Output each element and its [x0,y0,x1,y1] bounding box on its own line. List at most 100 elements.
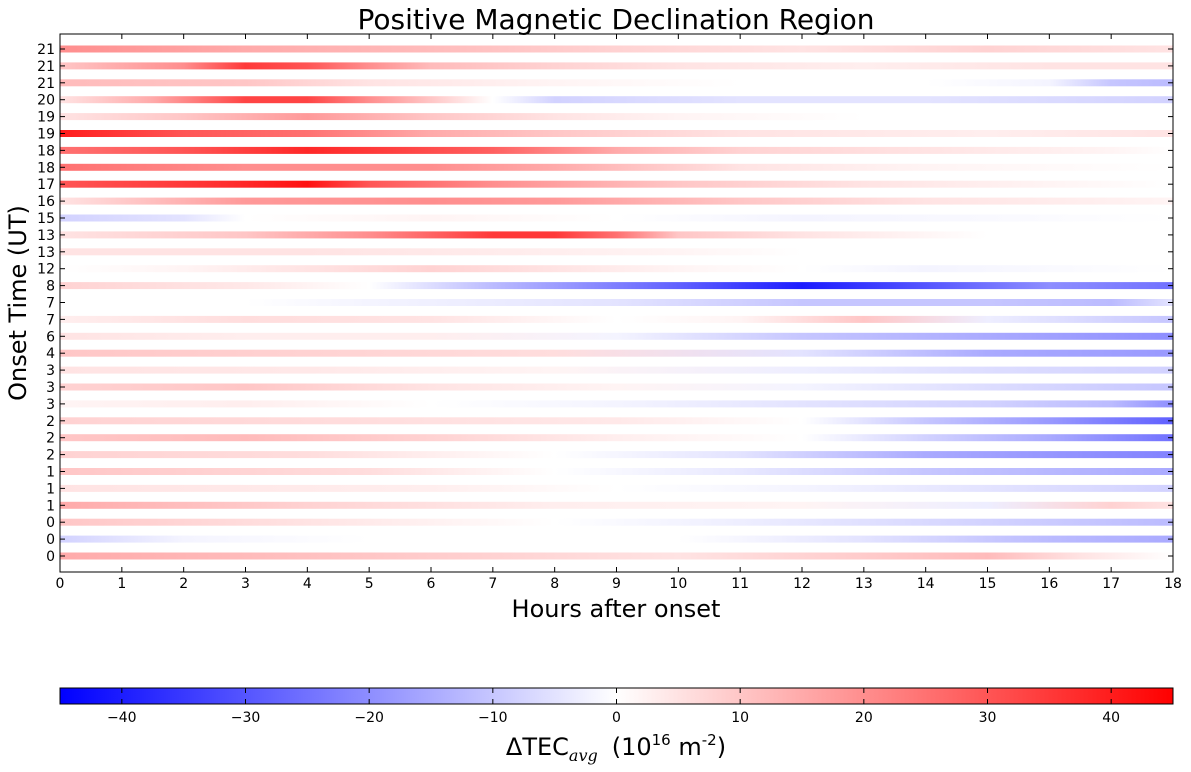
y-tick-label: 21 [37,59,55,75]
x-tick-label: 11 [731,576,749,592]
heatmap-row [60,434,1173,442]
y-tick-label: 19 [37,110,55,126]
heatmap-row [60,400,1173,408]
heatmap-row [60,451,1173,459]
colorbar-tick-label: 20 [855,710,873,726]
heatmap-row [60,417,1173,425]
heatmap-row [60,366,1173,374]
heatmap-row [60,518,1173,526]
colorbar-tick-label: −30 [231,710,261,726]
colorbar-label: ΔTECavg (1016 m-2) [506,731,726,765]
y-tick-label: 7 [46,312,55,328]
x-tick-label: 9 [612,576,621,592]
x-tick-label: 8 [550,576,559,592]
y-tick-label: 3 [46,380,55,396]
heatmap-row [60,383,1173,391]
y-tick-label: 12 [37,262,55,278]
heatmap-row [60,146,1173,154]
x-tick-label: 12 [793,576,811,592]
heatmap-row [60,468,1173,475]
y-tick-label: 3 [46,363,55,379]
y-tick-label: 15 [37,211,55,227]
colorbar-tick-label: 0 [612,710,621,726]
y-tick-label: 7 [46,296,55,312]
x-tick-label: 2 [179,576,188,592]
x-tick-label: 3 [241,576,250,592]
colorbar-label-units-exp: 16 [652,731,671,749]
y-tick-label: 19 [37,127,55,143]
y-tick-label: 0 [46,515,55,531]
y-tick-label: 2 [46,431,55,447]
y-tick-label: 16 [37,194,55,210]
chart-title: Positive Magnetic Declination Region [358,3,875,36]
x-tick-label: 5 [365,576,374,592]
heatmap-row [60,45,1173,53]
y-tick-label: 21 [37,76,55,92]
colorbar-tick-label: 40 [1102,710,1120,726]
heatmap-row [60,484,1173,492]
colorbar-label-units-mid: m [671,733,702,761]
colorbar-tick-label: −10 [478,710,508,726]
heatmap-row [60,231,1173,239]
heatmap-row [60,501,1173,509]
y-tick-label: 0 [46,532,55,548]
colorbar-label-prefix: ΔTEC [506,733,569,761]
heatmap-row [60,315,1173,323]
y-tick-label: 18 [37,143,55,159]
x-tick-label: 13 [855,576,873,592]
y-tick-label: 2 [46,448,55,464]
heatmap-row [60,163,1173,171]
heatmap-row [60,248,1173,256]
x-tick-label: 10 [669,576,687,592]
colorbar-label-units-prefix: (10 [612,733,652,761]
x-tick-label: 0 [56,576,65,592]
y-axis-label: Onset Time (UT) [4,205,32,401]
x-tick-label: 16 [1040,576,1058,592]
heatmap-row [60,214,1173,222]
heatmap-row [60,197,1173,205]
y-tick-label: 4 [46,346,55,362]
y-tick-label: 1 [46,481,55,497]
x-tick-label: 4 [303,576,312,592]
colorbar-tick-label: 30 [979,710,997,726]
y-tick-label: 21 [37,42,55,58]
colorbar-tick-label: −20 [354,710,384,726]
y-tick-label: 20 [37,93,55,109]
x-tick-label: 7 [488,576,497,592]
x-tick-label: 18 [1164,576,1182,592]
y-tick-label: 17 [37,177,55,193]
heatmap-row [60,282,1173,290]
heatmap-row [60,535,1173,543]
colorbar-label-subscript: avg [569,746,598,765]
heatmap-row [60,113,1173,121]
colorbar-label-units-suffix: ) [717,733,726,761]
heatmap-row [60,180,1173,188]
colorbar-tick-label: 10 [731,710,749,726]
heatmap-row [60,130,1173,137]
y-tick-label: 6 [46,329,55,345]
x-tick-label: 17 [1102,576,1120,592]
heatmap-row [60,332,1173,340]
x-axis-label: Hours after onset [512,595,721,623]
heatmap-row [60,552,1173,560]
y-tick-label: 13 [37,228,55,244]
heatmap-row [60,96,1173,104]
x-tick-label: 1 [117,576,126,592]
y-tick-label: 1 [46,498,55,514]
x-tick-label: 6 [427,576,436,592]
heatmap-row [60,79,1173,87]
colorbar-label-units-exp2: -2 [702,731,717,749]
heatmap-row [60,299,1173,306]
y-tick-label: 18 [37,160,55,176]
y-tick-label: 3 [46,397,55,413]
heatmap-row [60,62,1173,70]
y-tick-label: 8 [46,279,55,295]
y-tick-label: 13 [37,245,55,261]
x-tick-label: 15 [979,576,997,592]
heatmap-row [60,265,1173,273]
y-tick-label: 2 [46,414,55,430]
heatmap-row [60,349,1173,357]
y-tick-label: 0 [46,549,55,565]
colorbar-tick-label: −40 [107,710,137,726]
